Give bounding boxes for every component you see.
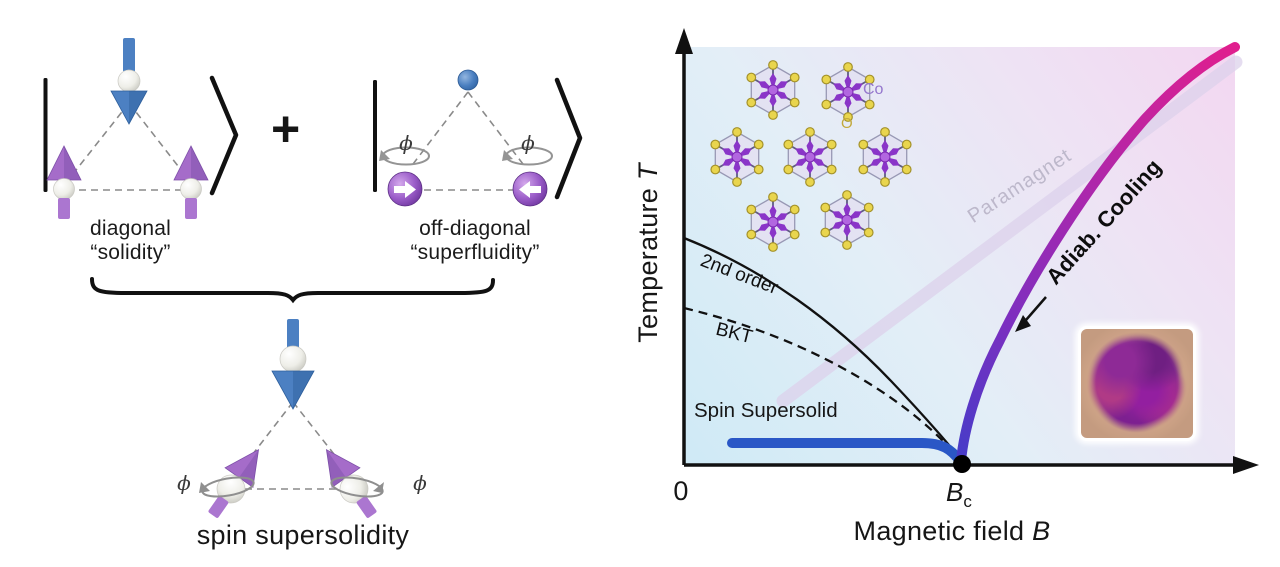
ring-arrowhead bbox=[379, 150, 390, 161]
phi-symbol: ϕ bbox=[413, 471, 427, 495]
offdiagonal-label-line2: “superfluidity” bbox=[410, 241, 540, 264]
y-axis-arrowhead bbox=[675, 28, 693, 54]
spin-up-icon bbox=[46, 145, 82, 219]
diagonal-label-line2: “solidity” bbox=[90, 241, 171, 264]
inplane-spin-icon bbox=[512, 171, 548, 207]
y-axis-label-text: Temperature bbox=[633, 187, 663, 343]
supersolid-state-sketch bbox=[199, 319, 384, 518]
cooling-direction-arrow bbox=[1015, 296, 1047, 332]
spin-down-icon bbox=[110, 38, 148, 125]
origin-label: 0 bbox=[673, 476, 689, 506]
diagonal-state-label: diagonal “solidity” bbox=[48, 217, 213, 265]
ket-left-bar bbox=[373, 80, 377, 192]
offdiagonal-state-label: off-diagonal “superfluidity” bbox=[390, 217, 560, 265]
canted-spin-icon bbox=[325, 448, 377, 518]
critical-field-label: Bc bbox=[946, 477, 972, 512]
phi-symbol: ϕ bbox=[399, 131, 413, 155]
offdiagonal-label-line1: off-diagonal bbox=[419, 217, 531, 240]
blue-site-ball bbox=[457, 69, 479, 91]
adiabatic-cooling-curve bbox=[956, 42, 1240, 466]
spin-up-icon bbox=[173, 145, 209, 219]
underbrace bbox=[90, 277, 495, 304]
ring-arrowhead bbox=[199, 482, 210, 493]
critical-field-symbol: B bbox=[946, 477, 964, 507]
critical-field-subscript: c bbox=[963, 492, 972, 512]
ring-arrowhead bbox=[502, 150, 513, 161]
ket-left-bar bbox=[43, 78, 48, 192]
triangle-bonds bbox=[409, 91, 527, 191]
second-order-curve bbox=[683, 236, 962, 461]
oxygen-atom-label: O bbox=[841, 115, 853, 132]
x-axis-label-text: Magnetic field bbox=[853, 516, 1025, 546]
paramagnet-band bbox=[776, 55, 1243, 408]
canted-spin-icon bbox=[208, 448, 260, 518]
diagonal-label-line1: diagonal bbox=[89, 217, 171, 240]
inplane-spin-icon bbox=[387, 171, 423, 207]
ring-arrowhead bbox=[373, 482, 384, 493]
critical-point-dot bbox=[953, 455, 971, 473]
cobalt-atom-label: Co bbox=[863, 81, 884, 98]
phi-symbol: ϕ bbox=[177, 471, 191, 495]
x-axis-arrowhead bbox=[1233, 456, 1259, 474]
ket-right-bracket bbox=[209, 75, 239, 196]
phi-symbol: ϕ bbox=[521, 131, 535, 155]
arrow-right-icon bbox=[394, 181, 416, 198]
arrow-left-icon bbox=[519, 181, 541, 198]
x-axis-label: Magnetic field B bbox=[802, 516, 1102, 547]
spin-down-icon bbox=[271, 319, 315, 410]
spin-supersolidity-caption: spin supersolidity bbox=[196, 520, 410, 550]
spin-supersolid-region-label: Spin Supersolid bbox=[694, 399, 838, 422]
phase-diagram bbox=[675, 28, 1259, 474]
plus-sign: + bbox=[271, 101, 301, 157]
x-axis-symbol: B bbox=[1032, 516, 1051, 546]
ket-diagonal-state bbox=[43, 38, 239, 219]
ket-right-bracket bbox=[554, 77, 583, 200]
ket-offdiagonal-state bbox=[373, 69, 583, 207]
crystal-sample-photo bbox=[1081, 329, 1193, 438]
y-axis-label: Temperature T bbox=[633, 103, 663, 403]
y-axis-symbol: T bbox=[633, 163, 663, 181]
crystal-photo-inset bbox=[1078, 326, 1196, 441]
